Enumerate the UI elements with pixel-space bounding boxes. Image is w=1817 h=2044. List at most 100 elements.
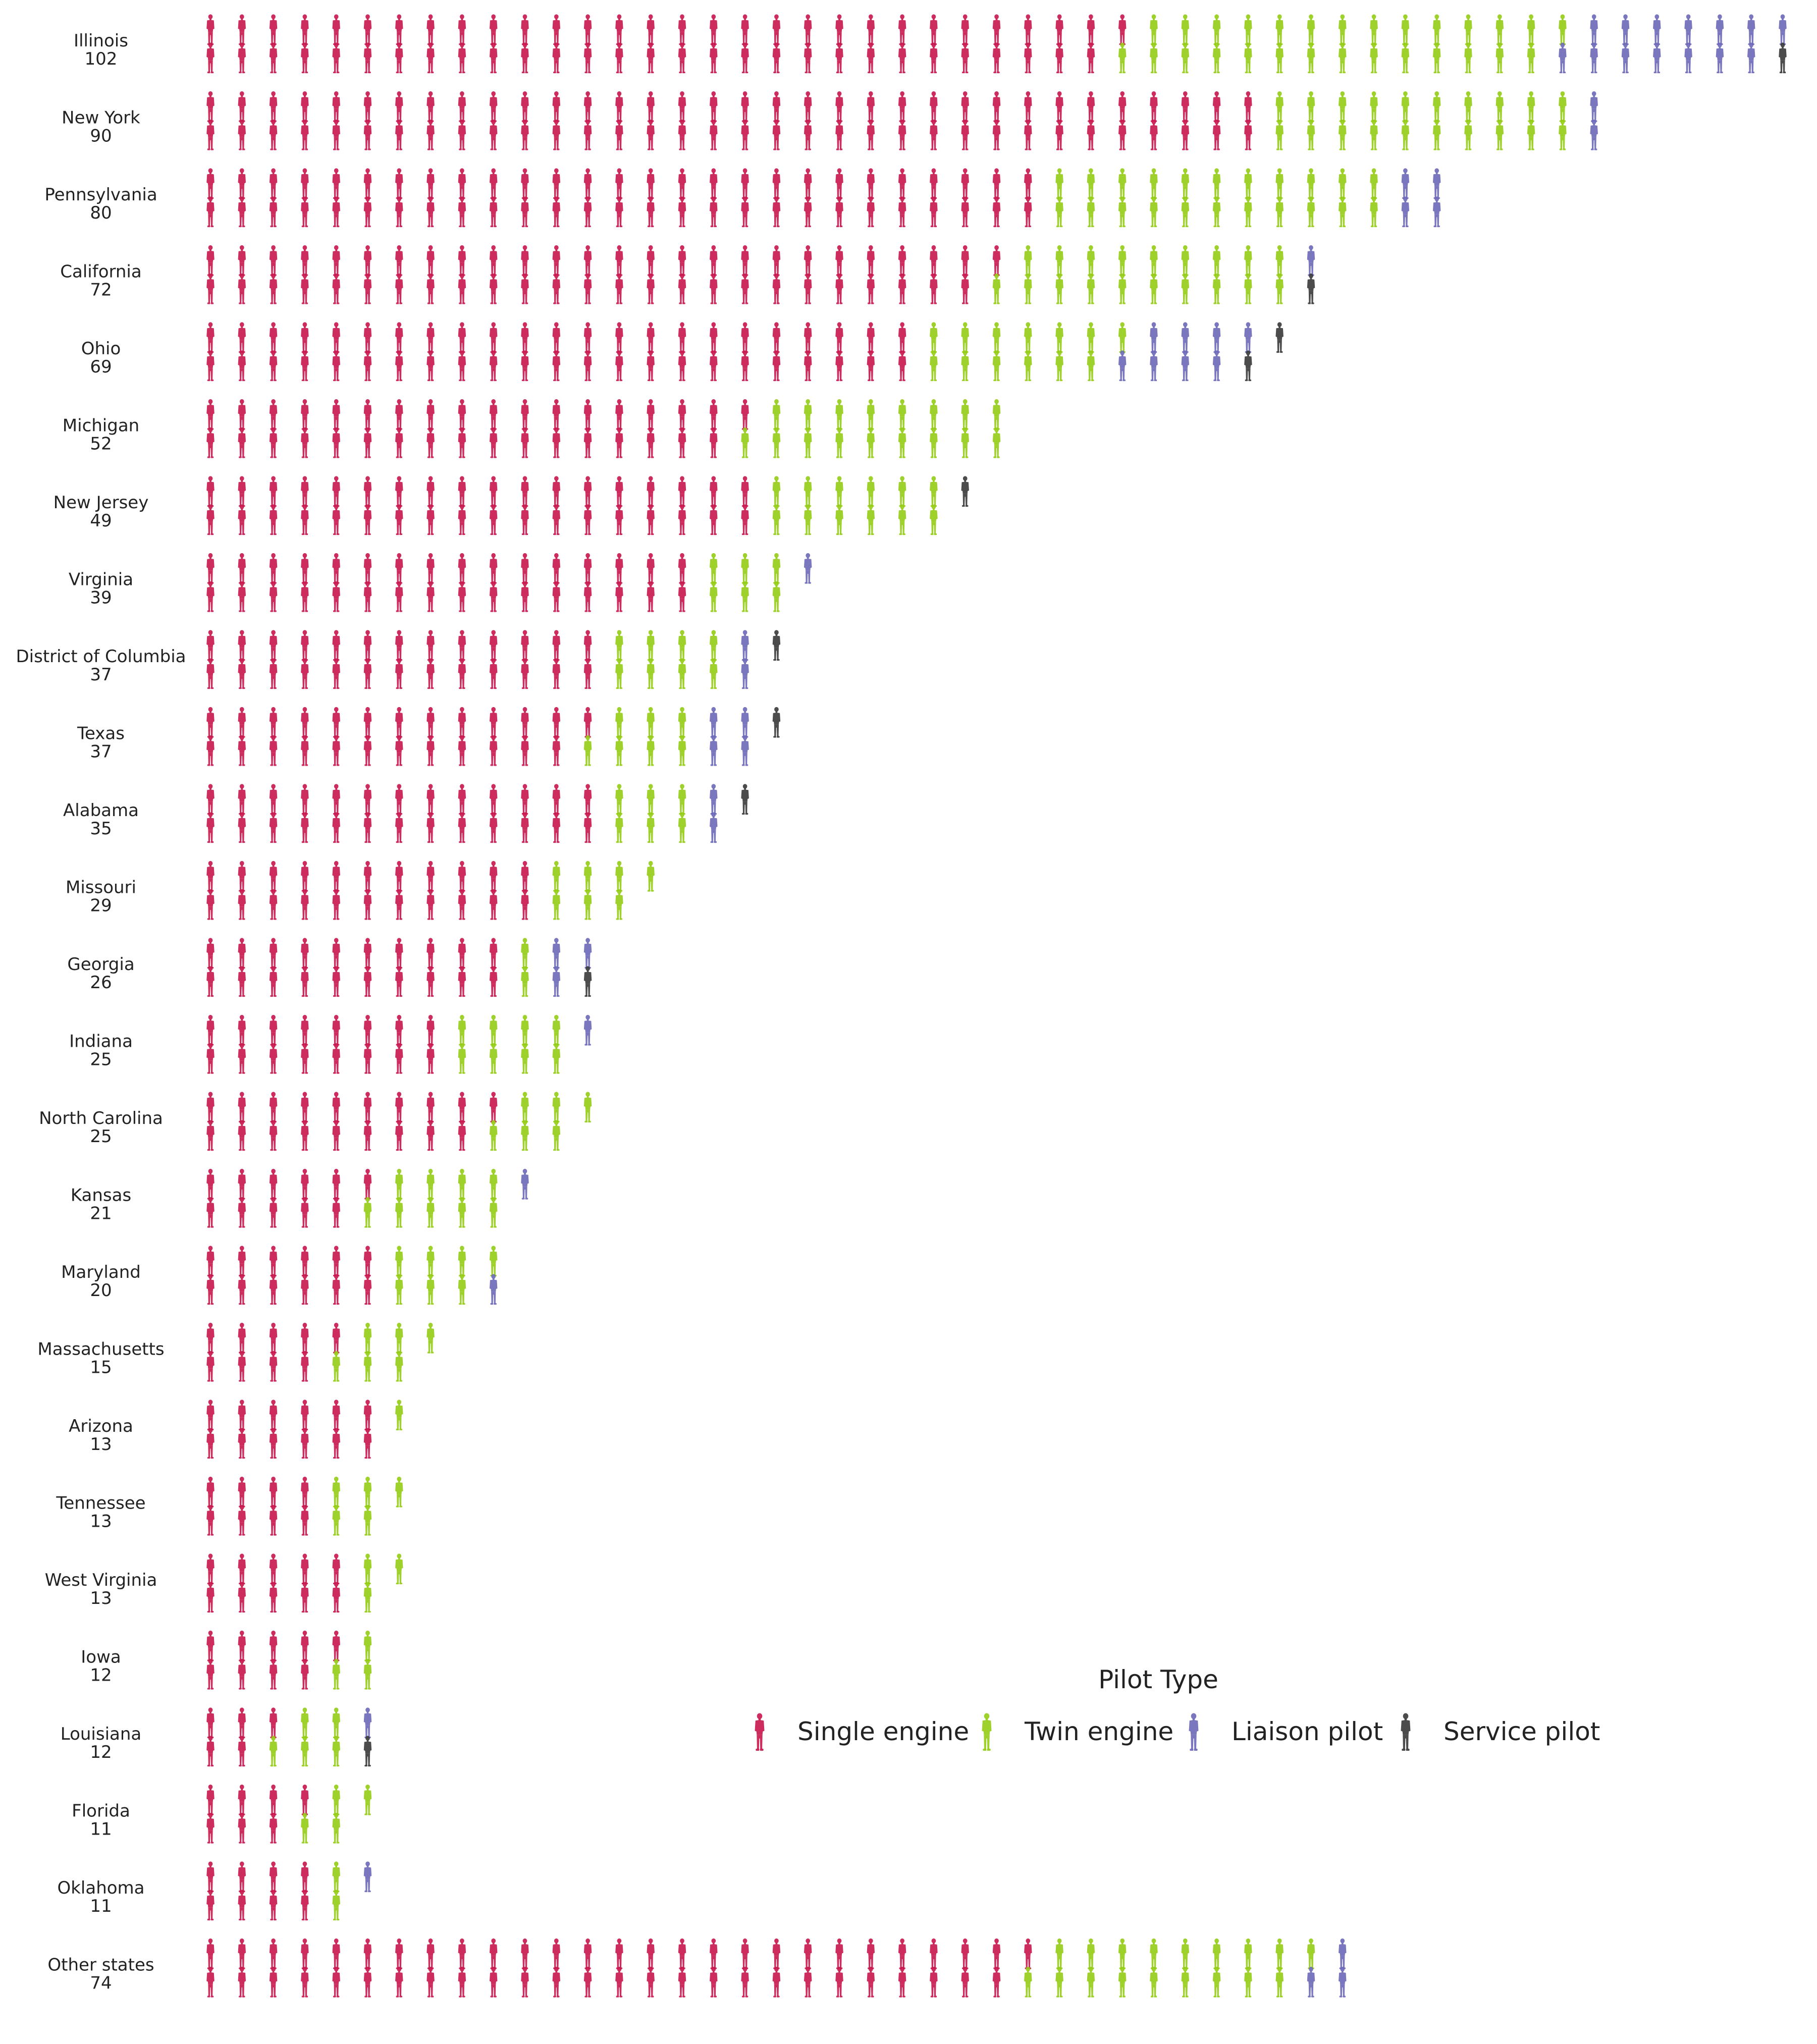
single-engine-pilot-icon — [238, 812, 246, 843]
single-engine-pilot-icon — [1024, 196, 1032, 228]
row-total-label: 102 — [85, 49, 118, 69]
single-engine-pilot-icon — [521, 273, 529, 304]
row-state-label: Arizona — [69, 1416, 133, 1436]
legend-item-single-engine: Single engine — [755, 1713, 969, 1751]
single-engine-pilot-icon — [395, 196, 403, 228]
twin-engine-pilot-icon — [1244, 245, 1252, 276]
single-engine-pilot-icon — [238, 553, 246, 584]
single-engine-pilot-icon — [521, 889, 529, 920]
single-engine-pilot-icon — [269, 1553, 278, 1585]
single-engine-pilot-icon — [301, 322, 309, 353]
single-engine-pilot-icon — [1087, 14, 1095, 45]
twin-engine-pilot-icon — [332, 1784, 340, 1815]
single-engine-pilot-icon — [363, 860, 372, 892]
row-total-label: 37 — [90, 742, 112, 762]
single-engine-pilot-icon — [363, 476, 372, 507]
single-engine-pilot-icon — [867, 273, 875, 304]
single-engine-pilot-icon — [710, 1966, 718, 1998]
single-engine-pilot-icon — [301, 196, 309, 228]
row-total-label: 25 — [90, 1126, 112, 1147]
single-engine-pilot-icon — [332, 966, 340, 997]
single-engine-pilot-icon — [269, 91, 278, 122]
single-engine-pilot-icon — [647, 427, 655, 458]
single-engine-pilot-icon — [678, 581, 686, 612]
twin-engine-pilot-icon — [1370, 42, 1378, 74]
twin-engine-pilot-icon — [332, 1890, 340, 1921]
single-engine-pilot-icon — [458, 1938, 466, 1969]
twin-engine-pilot-icon — [1024, 273, 1032, 304]
liaison-pilot-pilot-icon — [1212, 350, 1221, 382]
twin-engine-pilot-icon — [615, 889, 623, 920]
service-pilot-pilot-icon — [741, 784, 749, 815]
liaison-pilot-pilot-icon — [710, 735, 718, 766]
single-engine-pilot-icon — [426, 1120, 435, 1151]
twin-engine-pilot-icon — [1432, 42, 1441, 74]
twin-engine-pilot-icon — [301, 1812, 309, 1844]
single-engine-pilot-icon — [458, 504, 466, 535]
single-engine-pilot-icon — [647, 14, 655, 45]
single-engine-pilot-icon — [332, 889, 340, 920]
single-engine-pilot-icon — [489, 1092, 498, 1123]
service-pilot-pilot-icon — [772, 630, 781, 661]
twin-engine-pilot-icon — [835, 504, 843, 535]
single-engine-pilot-icon — [741, 91, 749, 122]
twin-engine-pilot-icon — [1307, 119, 1315, 150]
single-engine-pilot-icon — [301, 938, 309, 969]
twin-engine-pilot-icon — [647, 707, 655, 738]
twin-engine-pilot-icon — [1150, 14, 1158, 45]
single-engine-pilot-icon — [301, 1630, 309, 1661]
single-engine-pilot-icon — [332, 707, 340, 738]
row-total-label: 90 — [90, 126, 112, 146]
twin-engine-pilot-icon — [1339, 42, 1347, 74]
single-engine-pilot-icon — [867, 42, 875, 74]
single-engine-pilot-icon — [363, 1428, 372, 1459]
single-engine-pilot-icon — [489, 91, 498, 122]
single-engine-pilot-icon — [269, 938, 278, 969]
single-engine-pilot-icon — [206, 553, 215, 584]
liaison-pilot-pilot-icon — [521, 1168, 529, 1200]
liaison-pilot-pilot-icon — [1150, 322, 1158, 353]
single-engine-pilot-icon — [301, 399, 309, 430]
twin-engine-pilot-icon — [1087, 245, 1095, 276]
single-engine-pilot-icon — [238, 889, 246, 920]
single-engine-pilot-icon — [804, 168, 812, 199]
twin-engine-pilot-icon — [458, 1274, 466, 1305]
single-engine-pilot-icon — [238, 119, 246, 150]
single-engine-pilot-icon — [332, 196, 340, 228]
single-engine-pilot-icon — [835, 42, 843, 74]
liaison-pilot-pilot-icon — [1307, 245, 1315, 276]
twin-engine-pilot-icon — [395, 1197, 403, 1228]
liaison-pilot-pilot-icon — [1716, 42, 1724, 74]
twin-engine-pilot-icon — [1055, 322, 1063, 353]
liaison-pilot-pilot-icon — [741, 630, 749, 661]
twin-engine-pilot-icon — [1181, 245, 1190, 276]
single-engine-pilot-icon — [206, 1246, 215, 1277]
single-engine-pilot-icon — [710, 196, 718, 228]
single-engine-pilot-icon — [301, 1274, 309, 1305]
single-engine-pilot-icon — [741, 168, 749, 199]
liaison-pilot-pilot-icon — [1401, 196, 1410, 228]
single-engine-pilot-icon — [647, 91, 655, 122]
single-engine-pilot-icon — [678, 476, 686, 507]
single-engine-pilot-icon — [772, 322, 781, 353]
single-engine-pilot-icon — [363, 1014, 372, 1046]
single-engine-pilot-icon — [583, 504, 592, 535]
twin-engine-pilot-icon — [1370, 119, 1378, 150]
single-engine-pilot-icon — [741, 350, 749, 382]
single-engine-pilot-icon — [458, 119, 466, 150]
single-engine-pilot-icon — [741, 273, 749, 304]
single-engine-pilot-icon — [238, 1120, 246, 1151]
liaison-pilot-pilot-icon — [1212, 322, 1221, 353]
single-engine-pilot-icon — [647, 504, 655, 535]
twin-engine-pilot-icon — [930, 427, 938, 458]
single-engine-pilot-icon — [363, 553, 372, 584]
single-engine-pilot-icon — [552, 245, 561, 276]
twin-engine-pilot-icon — [1087, 1938, 1095, 1969]
single-engine-pilot-icon — [269, 273, 278, 304]
single-engine-pilot-icon — [615, 553, 623, 584]
single-engine-pilot-icon — [269, 1658, 278, 1690]
